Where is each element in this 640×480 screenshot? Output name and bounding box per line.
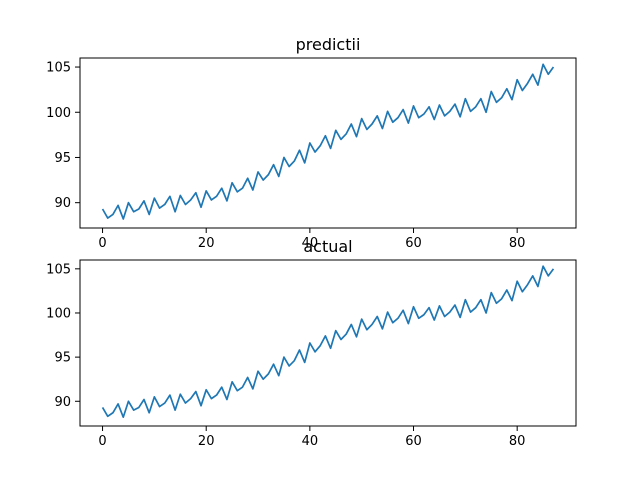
x-tick-label: 80	[509, 434, 526, 449]
x-tick-label: 20	[198, 434, 215, 449]
y-tick-label: 95	[54, 151, 71, 166]
subplot-actual: 0 20 40 60 80 90 95 100 105 actual	[46, 237, 577, 449]
subplot-title: predictii	[296, 35, 361, 54]
y-tick-label: 90	[54, 395, 71, 410]
x-tick-label: 0	[98, 236, 106, 251]
series-line	[101, 63, 555, 220]
x-tick-label: 20	[198, 236, 215, 251]
y-tick-label: 95	[54, 351, 71, 366]
x-tick-label: 40	[302, 434, 319, 449]
subplot-title: actual	[303, 237, 352, 256]
x-tick-label: 80	[509, 236, 526, 251]
subplot-predictii: 0 20 40 60 80 90 95 100 105 predictii	[46, 35, 577, 251]
y-tick-label: 100	[46, 306, 71, 321]
x-tick-label: 0	[98, 434, 106, 449]
series-line	[101, 265, 555, 419]
y-tick-label: 100	[46, 106, 71, 121]
x-tick-label: 40	[302, 236, 319, 251]
y-tick-label: 105	[46, 61, 71, 76]
y-tick-label: 105	[46, 262, 71, 277]
x-tick-label: 60	[405, 236, 422, 251]
x-tick-label: 60	[405, 434, 422, 449]
y-tick-label: 90	[54, 196, 71, 211]
